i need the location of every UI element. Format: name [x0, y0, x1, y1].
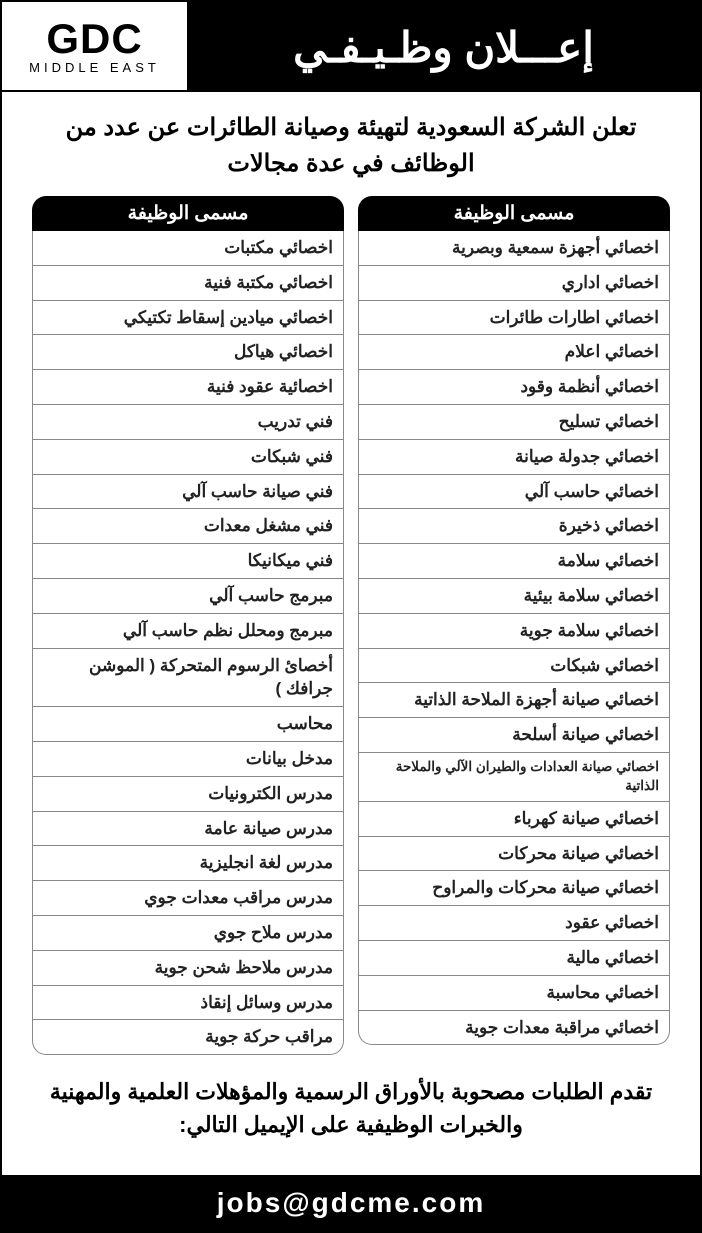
- job-row: فني تدريب: [33, 405, 343, 440]
- job-row: اخصائي مراقبة معدات جوية: [359, 1011, 669, 1045]
- job-row: مدرس مراقب معدات جوي: [33, 881, 343, 916]
- footer-instructions: تقدم الطلبات مصحوبة بالأوراق الرسمية وال…: [2, 1055, 700, 1151]
- job-row: اخصائي ذخيرة: [359, 509, 669, 544]
- logo-sub: MIDDLE EAST: [29, 60, 160, 75]
- job-row: مدرس الكترونيات: [33, 777, 343, 812]
- column-right: مسمى الوظيفة اخصائي أجهزة سمعية وبصريةاخ…: [358, 196, 670, 1055]
- job-row: اخصائي أنظمة وقود: [359, 370, 669, 405]
- job-row: اخصائي صيانة محركات: [359, 837, 669, 872]
- job-row: مدرس لغة انجليزية: [33, 846, 343, 881]
- job-row: فني مشغل معدات: [33, 509, 343, 544]
- job-row: فني ميكانيكا: [33, 544, 343, 579]
- intro-text: تعلن الشركة السعودية لتهيئة وصيانة الطائ…: [2, 92, 700, 196]
- job-row: مراقب حركة جوية: [33, 1020, 343, 1054]
- job-row: اخصائي صيانة أسلحة: [359, 718, 669, 753]
- job-row: مبرمج حاسب آلي: [33, 579, 343, 614]
- job-row: مدرس ملاحظ شحن جوية: [33, 951, 343, 986]
- job-row: اخصائي سلامة جوية: [359, 614, 669, 649]
- job-row: اخصائي هياكل: [33, 335, 343, 370]
- job-row: اخصائي مكتبات: [33, 231, 343, 266]
- job-row: اخصائي حاسب آلي: [359, 475, 669, 510]
- column-right-body: اخصائي أجهزة سمعية وبصريةاخصائي ادارياخص…: [358, 231, 670, 1045]
- job-row: اخصائي جدولة صيانة: [359, 440, 669, 475]
- banner-title: إعـــلان وظـيـفـي: [187, 2, 700, 92]
- job-row: مبرمج ومحلل نظم حاسب آلي: [33, 614, 343, 649]
- email-bar: jobs@gdcme.com: [2, 1175, 700, 1231]
- job-row: اخصائي عقود: [359, 906, 669, 941]
- job-row: مدرس ملاح جوي: [33, 916, 343, 951]
- column-header-left: مسمى الوظيفة: [32, 196, 344, 231]
- job-row: اخصائي صيانة كهرباء: [359, 802, 669, 837]
- header: إعـــلان وظـيـفـي GDC MIDDLE EAST: [2, 2, 700, 92]
- logo: GDC MIDDLE EAST: [2, 2, 187, 92]
- job-row: محاسب: [33, 707, 343, 742]
- column-header-right: مسمى الوظيفة: [358, 196, 670, 231]
- job-row: أخصائ الرسوم المتحركة ( الموشن جرافك ): [33, 649, 343, 708]
- job-row: اخصائي سلامة: [359, 544, 669, 579]
- job-row: مدرس صيانة عامة: [33, 812, 343, 847]
- job-row: اخصائي تسليح: [359, 405, 669, 440]
- job-row: اخصائية عقود فنية: [33, 370, 343, 405]
- column-left: مسمى الوظيفة اخصائي مكتباتاخصائي مكتبة ف…: [32, 196, 344, 1055]
- job-row: اخصائي صيانة العدادات والطيران الآلي وال…: [359, 753, 669, 802]
- job-row: اخصائي صيانة أجهزة الملاحة الذاتية: [359, 683, 669, 718]
- job-row: فني شبكات: [33, 440, 343, 475]
- job-row: اخصائي اعلام: [359, 335, 669, 370]
- job-row: اخصائي صيانة محركات والمراوح: [359, 871, 669, 906]
- job-row: مدرس وسائل إنقاذ: [33, 986, 343, 1021]
- job-row: فني صيانة حاسب آلي: [33, 475, 343, 510]
- job-row: اخصائي شبكات: [359, 649, 669, 684]
- job-row: اخصائي محاسبة: [359, 976, 669, 1011]
- column-left-body: اخصائي مكتباتاخصائي مكتبة فنيةاخصائي ميا…: [32, 231, 344, 1055]
- logo-main: GDC: [46, 18, 142, 60]
- job-row: اخصائي مكتبة فنية: [33, 266, 343, 301]
- job-row: اخصائي اداري: [359, 266, 669, 301]
- job-row: اخصائي ميادين إسقاط تكتيكي: [33, 301, 343, 336]
- job-columns: مسمى الوظيفة اخصائي أجهزة سمعية وبصريةاخ…: [2, 196, 700, 1055]
- job-row: اخصائي سلامة بيئية: [359, 579, 669, 614]
- job-row: اخصائي أجهزة سمعية وبصرية: [359, 231, 669, 266]
- job-row: مدخل بيانات: [33, 742, 343, 777]
- job-row: اخصائي اطارات طائرات: [359, 301, 669, 336]
- job-row: اخصائي مالية: [359, 941, 669, 976]
